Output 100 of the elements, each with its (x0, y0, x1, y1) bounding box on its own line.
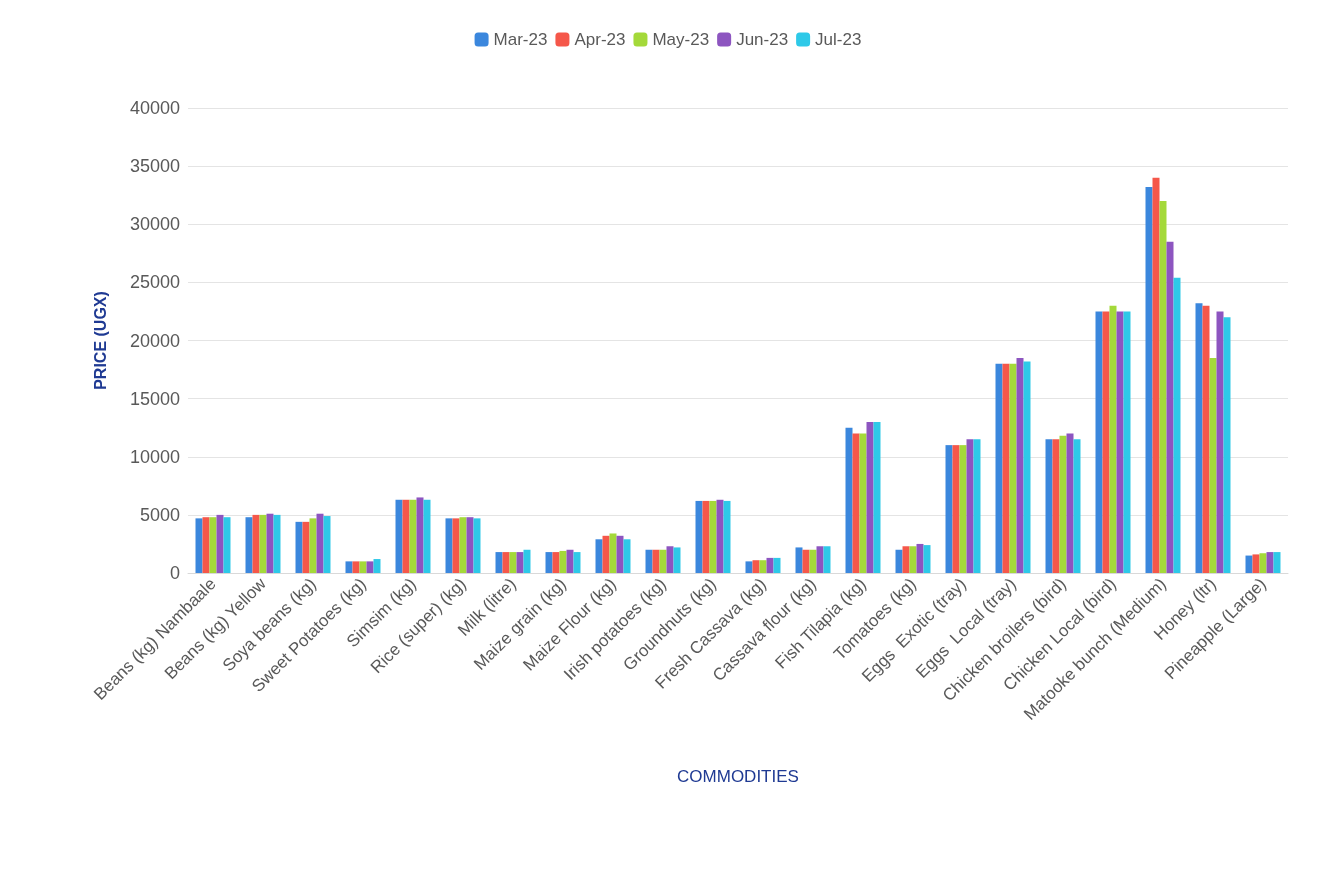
bar (966, 439, 974, 573)
bar (945, 445, 953, 573)
bar (1259, 553, 1267, 573)
x-axis-title: COMMODITIES (677, 767, 799, 786)
bar (216, 514, 224, 573)
bar (616, 535, 624, 573)
bar (395, 499, 403, 573)
bar (1223, 317, 1231, 573)
bar (1095, 311, 1103, 573)
bar (359, 561, 367, 573)
bar (623, 539, 631, 573)
y-axis-title: PRICE (UGX) (91, 291, 109, 390)
bar (666, 546, 674, 573)
bar (209, 517, 217, 573)
bar (859, 433, 867, 573)
bar (266, 513, 274, 573)
bar (1166, 241, 1174, 573)
bar (495, 552, 503, 573)
bar (523, 549, 531, 573)
y-tick-label: 5000 (139, 504, 180, 525)
bar (352, 561, 360, 573)
bar (316, 513, 324, 573)
bar (823, 546, 831, 573)
bar (702, 500, 710, 573)
bar (1059, 435, 1067, 573)
bar (852, 433, 860, 573)
bar (202, 517, 210, 573)
bar (1023, 361, 1031, 573)
bar (709, 500, 717, 573)
bar (902, 546, 910, 573)
bar (552, 552, 560, 573)
bar (459, 517, 467, 573)
y-tick-label: 0 (169, 563, 180, 583)
bar (673, 547, 681, 573)
bar (923, 545, 931, 573)
bar (402, 499, 410, 573)
bar (259, 514, 267, 573)
bar (1202, 305, 1210, 573)
bar (602, 535, 610, 573)
bar (609, 533, 617, 573)
bar (1016, 357, 1024, 573)
bar (1073, 439, 1081, 573)
bar (1216, 311, 1224, 573)
bar (1273, 552, 1281, 573)
bar (866, 421, 874, 573)
bar (1045, 439, 1053, 573)
bar (695, 500, 703, 573)
legend-label: May-23 (652, 30, 710, 49)
bar (873, 421, 881, 573)
bar (445, 518, 453, 573)
bar (302, 521, 310, 573)
bar (1002, 363, 1010, 573)
bar (223, 517, 231, 573)
bar (752, 560, 760, 573)
legend-label: Apr-23 (574, 30, 626, 49)
bar (516, 552, 524, 573)
y-tick-label: 10000 (129, 446, 180, 467)
bar (652, 549, 660, 573)
bar (766, 557, 774, 573)
bar (1173, 277, 1181, 573)
bar (1109, 305, 1117, 573)
bar (659, 549, 667, 573)
bar (1123, 311, 1131, 573)
bar (245, 517, 253, 573)
bar (723, 500, 731, 573)
bar (323, 516, 331, 573)
bar (895, 549, 903, 573)
legend-label: Jun-23 (736, 30, 789, 49)
bar (745, 561, 753, 573)
y-tick-label: 35000 (129, 156, 180, 177)
bar (809, 549, 817, 573)
bar (573, 552, 581, 573)
bar (773, 557, 781, 573)
bar (409, 499, 417, 573)
bar (1102, 311, 1110, 573)
bar (1152, 177, 1160, 573)
bar (502, 552, 510, 573)
bar (373, 559, 381, 573)
bar (973, 439, 981, 573)
bar (1195, 303, 1203, 573)
bar (1159, 201, 1167, 573)
bar (559, 550, 567, 573)
y-tick-label: 40000 (129, 98, 180, 118)
bar (366, 561, 374, 573)
y-tick-label: 25000 (129, 272, 180, 293)
bar (473, 518, 481, 573)
bar (645, 549, 653, 573)
y-tick-label: 15000 (129, 388, 180, 409)
bar (423, 499, 431, 573)
bar (545, 552, 553, 573)
bar (595, 539, 603, 573)
bar (795, 547, 803, 573)
bar (252, 514, 260, 573)
y-tick-label: 30000 (129, 214, 180, 235)
bar (195, 518, 203, 573)
bar (1052, 439, 1060, 573)
bar (345, 561, 353, 573)
bar (916, 543, 924, 573)
bar (452, 518, 460, 573)
bar (1066, 433, 1074, 573)
